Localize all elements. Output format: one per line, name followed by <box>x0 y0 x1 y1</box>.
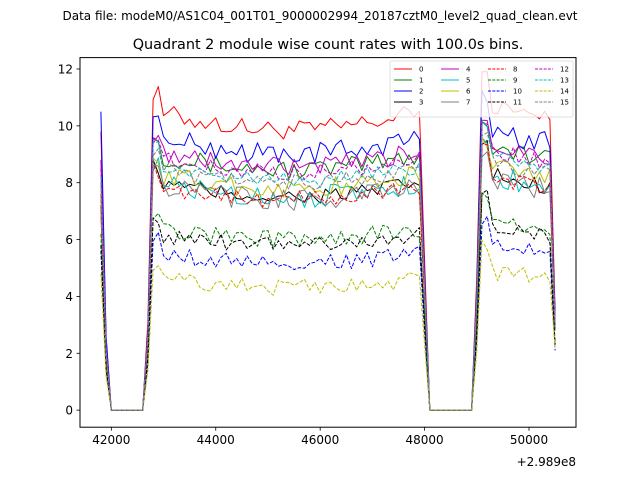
legend-label-5: 5 <box>466 77 470 85</box>
legend-label-4: 4 <box>466 66 471 74</box>
x-tick-label: 44000 <box>197 433 235 447</box>
y-tick-label: 10 <box>58 119 73 133</box>
legend-label-1: 1 <box>419 77 423 85</box>
x-axis: 42000 44000 46000 48000 50000 <box>92 427 548 447</box>
legend-label-9: 9 <box>513 77 517 85</box>
y-tick-label: 4 <box>65 290 73 304</box>
series-line-10 <box>100 215 556 411</box>
legend-label-8: 8 <box>513 66 517 74</box>
x-tick-label: 48000 <box>405 433 443 447</box>
legend-label-6: 6 <box>466 88 471 96</box>
legend-label-13: 13 <box>560 77 569 85</box>
legend-label-7: 7 <box>466 99 470 107</box>
legend-label-10: 10 <box>513 88 522 96</box>
y-axis: 0 2 4 6 8 10 12 <box>58 62 80 418</box>
legend-label-2: 2 <box>419 88 423 96</box>
legend-label-0: 0 <box>419 66 423 74</box>
axes-frame <box>79 57 577 428</box>
series-line-2 <box>100 89 556 411</box>
y-tick-label: 12 <box>58 62 73 76</box>
series-line-8 <box>100 143 556 411</box>
series-line-15 <box>100 132 556 411</box>
legend-label-14: 14 <box>560 88 569 96</box>
series-lines <box>100 71 556 411</box>
figure-suptitle: Data file: modeM0/AS1C04_001T01_90000029… <box>62 9 577 23</box>
legend-label-15: 15 <box>560 99 569 107</box>
y-tick-label: 0 <box>65 404 73 418</box>
legend-label-12: 12 <box>560 66 569 74</box>
chart-title: Quadrant 2 module wise count rates with … <box>133 37 524 53</box>
series-line-9 <box>100 192 556 411</box>
legend-label-11: 11 <box>513 99 522 107</box>
x-tick-label: 50000 <box>510 433 548 447</box>
y-tick-label: 2 <box>65 347 73 361</box>
legend-box <box>389 60 574 118</box>
series-line-14 <box>100 239 556 411</box>
x-offset-label: +2.989e8 <box>517 455 576 469</box>
y-tick-label: 6 <box>65 233 73 247</box>
x-tick-label: 42000 <box>92 433 130 447</box>
series-line-11 <box>100 189 556 411</box>
y-tick-label: 8 <box>65 176 73 190</box>
x-tick-label: 46000 <box>301 433 339 447</box>
legend-label-3: 3 <box>419 99 423 107</box>
